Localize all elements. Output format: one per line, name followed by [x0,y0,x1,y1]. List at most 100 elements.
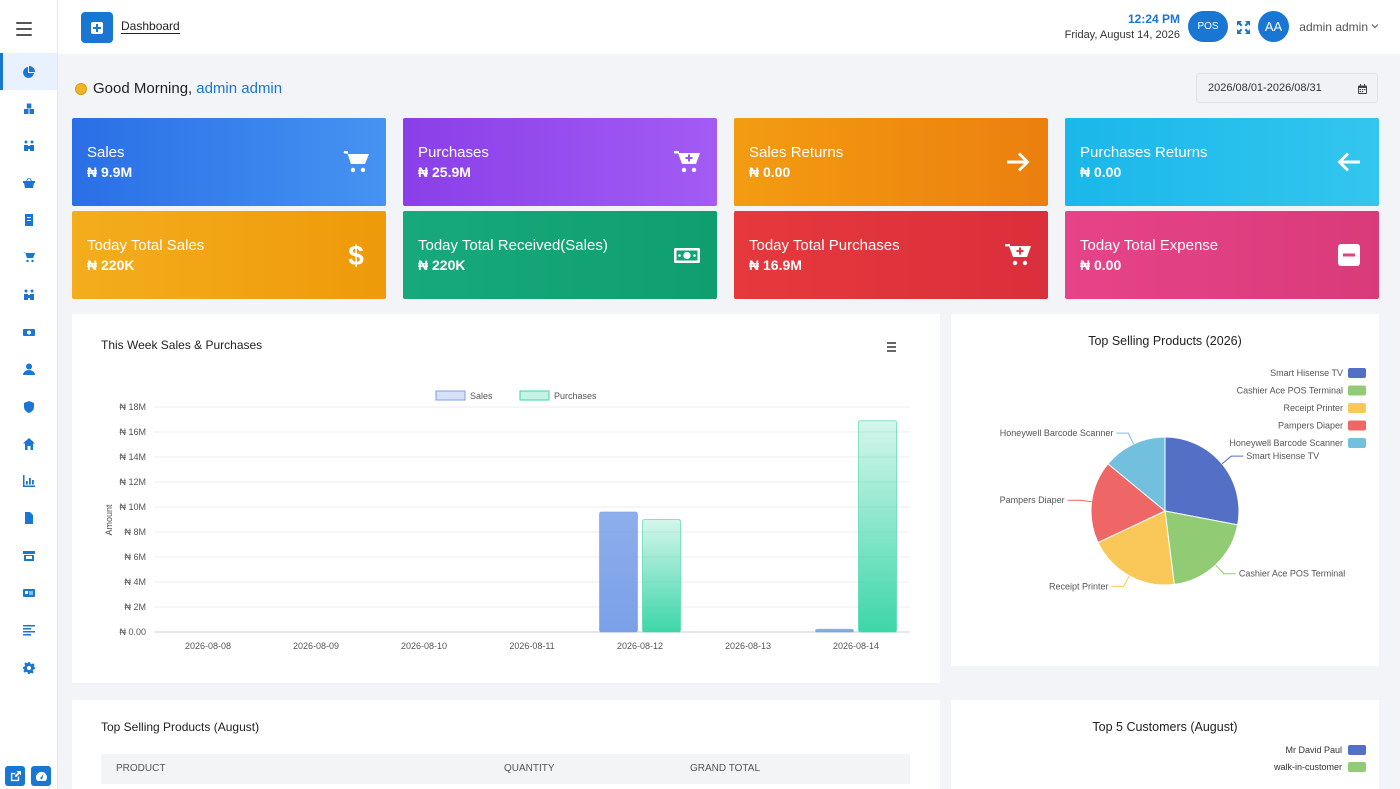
legend-swatch [1348,368,1366,378]
card-label: Today Total Expense [1080,237,1219,254]
money-bill-icon[interactable] [22,325,36,339]
handshake-icon[interactable] [22,288,36,302]
pie-slice [1090,463,1166,544]
x-tick-label: 2026-08-08 [185,641,231,651]
boxes-icon[interactable] [22,102,36,116]
legend-swatch [1348,403,1366,413]
card-value: ₦ 25.9M [418,164,471,180]
bar-sales [815,628,854,633]
legend-item[interactable]: walk-in-customer [1274,759,1366,777]
card-purchases[interactable]: Purchases ₦ 25.9M [403,118,717,206]
legend-label: Purchases [554,391,597,401]
x-tick-label: 2026-08-11 [509,641,554,651]
bar-purchases [642,519,681,633]
column-header-product[interactable]: PRODUCT [116,763,166,774]
card-today-total-purchases[interactable]: Today Total Purchases ₦ 16.9M [734,211,1048,299]
week-sales-purchases-chart: ₦ 0.00 ₦ 2M ₦ 4M ₦ 6M ₦ 8M ₦ 10M ₦ 12M ₦ 14M ₦ 1… [104,390,910,651]
card-label: Today Total Received(Sales) [418,237,608,254]
align-left-icon[interactable] [22,623,36,637]
shield-icon[interactable] [22,400,36,414]
pie-chart-icon[interactable] [22,65,36,79]
card-sales[interactable]: Sales ₦ 9.9M [72,118,386,206]
card-label: Today Total Purchases [749,237,900,254]
greeting: Good Morning, admin admin [75,80,282,97]
chevron-down-icon[interactable] [1371,22,1379,30]
fullscreen-expand-icon[interactable] [1237,21,1250,34]
pie-label-line [1221,455,1244,465]
card-today-total-sales[interactable]: Today Total Sales ₦ 220K $ [72,211,386,299]
svg-text:$: $ [348,241,364,269]
y-tick-label: ₦ 2M [124,602,146,612]
card-today-total-expense[interactable]: Today Total Expense ₦ 0.00 [1065,211,1379,299]
home-icon[interactable] [22,437,36,451]
clock: 12:24 PM Friday, August 14, 2026 [1065,12,1180,41]
card-value: ₦ 0.00 [1080,257,1122,273]
legend-swatch [519,390,550,401]
legend-swatch [1348,762,1366,773]
card-sales-returns[interactable]: Sales Returns ₦ 0.00 [734,118,1048,206]
minus-square-icon [1335,241,1363,269]
dollar-icon: $ [342,240,370,271]
pie-chart-title: Top Selling Products (2026) [1088,334,1242,348]
breadcrumb[interactable]: Dashboard [121,19,180,34]
card-value: ₦ 220K [418,257,466,273]
avatar[interactable]: AA [1258,11,1289,42]
pie-chart-panel: Top Selling Products (2026) Smart Hisens… [951,314,1379,666]
user-name[interactable]: admin admin [1299,20,1368,34]
pos-button[interactable]: POS [1188,11,1228,42]
x-tick-label: 2026-08-09 [293,641,339,651]
id-card-icon[interactable] [22,586,36,600]
pie-label-line [1215,564,1236,575]
x-tick-label: 2026-08-10 [401,641,447,651]
card-purchases-returns[interactable]: Purchases Returns ₦ 0.00 [1065,118,1379,206]
shopping-cart-icon[interactable] [22,250,36,264]
gear-icon[interactable] [22,661,36,675]
arrow-left-icon [1335,148,1363,176]
people-carry-icon[interactable] [22,139,36,153]
top-customers-panel: Top 5 Customers (August) Mr David Paul w… [951,700,1379,789]
basket-icon[interactable] [22,176,36,190]
receipt-icon[interactable] [22,213,36,227]
y-tick-label: ₦ 18M [119,402,146,412]
pie-slice [1107,436,1166,513]
card-today-total-received[interactable]: Today Total Received(Sales) ₦ 220K [403,211,717,299]
top-customers-title: Top 5 Customers (August) [1092,720,1238,734]
legend-item[interactable]: Mr David Paul [1274,741,1366,759]
pie-slice [1164,436,1240,526]
user-icon[interactable] [22,362,36,376]
top-products-table-panel: Top Selling Products (August) PRODUCT QU… [72,700,940,789]
hamburger-menu-icon[interactable] [16,22,32,36]
date-range-picker[interactable]: 2026/08/01-2026/08/31 [1196,73,1378,103]
legend-label: Cashier Ace POS Terminal [1237,386,1343,396]
pie-label: Receipt Printer [1049,581,1109,591]
pie-label: Cashier Ace POS Terminal [1239,569,1345,579]
legend-label: walk-in-customer [1273,762,1342,773]
column-header-quantity[interactable]: QUANTITY [504,763,555,774]
legend-swatch [1348,744,1366,755]
pie-label-line [1111,575,1130,587]
legend-label: Receipt Printer [1283,403,1343,413]
cart-plus-icon [1004,241,1032,269]
column-header-grand-total[interactable]: GRAND TOTAL [690,763,761,774]
chart-menu-icon[interactable] [887,342,896,354]
file-icon[interactable] [22,511,36,525]
pie-label-line [1067,499,1092,503]
external-link-icon[interactable] [5,766,25,786]
legend-label: Honeywell Barcode Scanner [1229,438,1343,448]
top-selling-products-pie-chart: Smart Hisense TV Cashier Ace POS Terminal… [1000,368,1366,591]
sidebar-item-dashboard[interactable] [0,53,57,90]
bar-purchases [858,420,897,633]
card-value: ₦ 9.9M [87,164,133,180]
y-tick-label: ₦ 8M [124,527,146,537]
store-icon[interactable] [22,549,36,563]
x-tick-label: 2026-08-13 [725,641,771,651]
speedometer-icon[interactable] [31,766,51,786]
add-new-button[interactable] [81,12,113,43]
y-tick-label: ₦ 10M [119,502,146,512]
pie-label: Pampers Diaper [1000,495,1065,505]
sidebar [0,0,58,789]
bar-sales [599,511,638,633]
bar-chart-icon[interactable] [22,474,36,488]
card-value: ₦ 0.00 [1080,164,1122,180]
card-label: Sales [87,144,125,161]
